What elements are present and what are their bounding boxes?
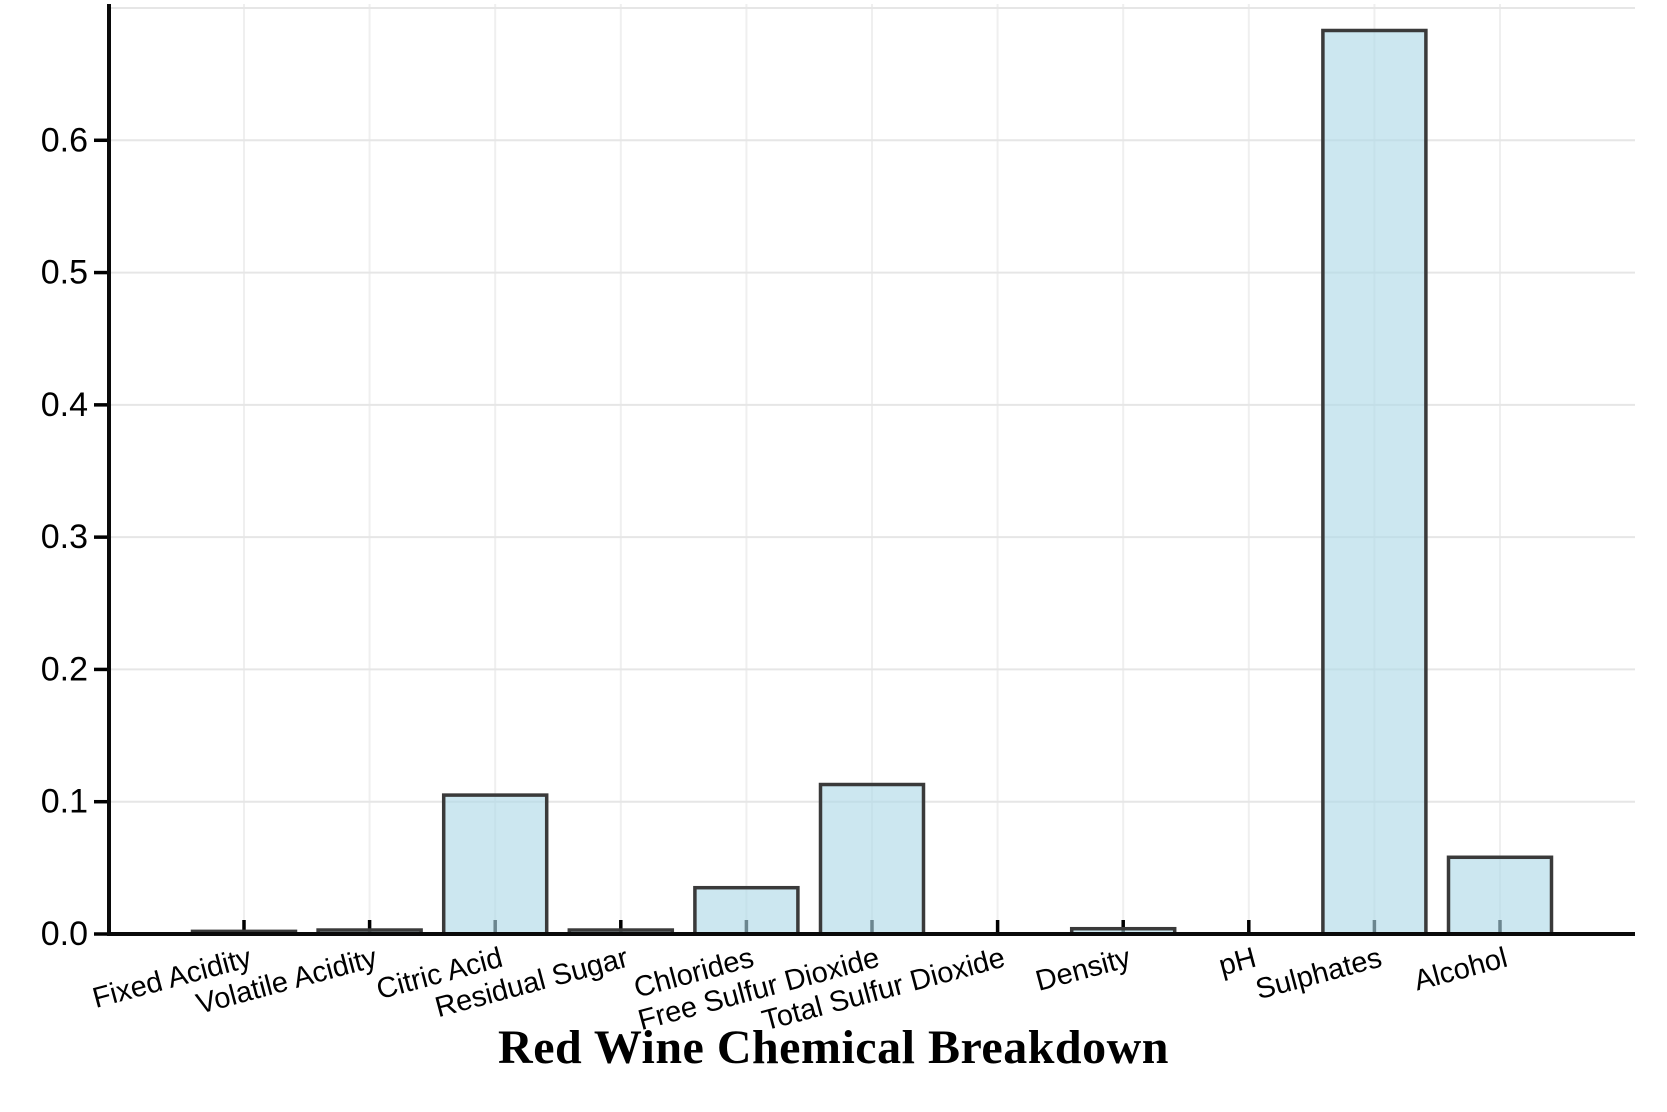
y-tick-label-0.3: 0.3: [41, 518, 88, 556]
x-tick-label-sulphates: Sulphates: [1252, 942, 1385, 1006]
y-tick-label-0.4: 0.4: [41, 386, 88, 424]
y-tick-label-0.0: 0.0: [41, 915, 88, 953]
x-tick-label-density: Density: [1032, 942, 1134, 998]
y-tick-label-0.6: 0.6: [41, 121, 88, 159]
y-tick-label-0.5: 0.5: [41, 254, 88, 292]
y-tick-label-0.1: 0.1: [41, 783, 88, 821]
bar-free-sulfur-dioxide: [818, 782, 926, 936]
bar-chlorides: [693, 885, 800, 936]
bar-sulphates: [1321, 28, 1428, 936]
bar-alcohol: [1446, 855, 1554, 936]
bar-citric-acid: [441, 793, 549, 936]
chart-title: Red Wine Chemical Breakdown: [498, 1021, 1169, 1074]
y-tick-label-0.2: 0.2: [41, 650, 88, 688]
x-tick-label-alcohol: Alcohol: [1411, 942, 1511, 998]
